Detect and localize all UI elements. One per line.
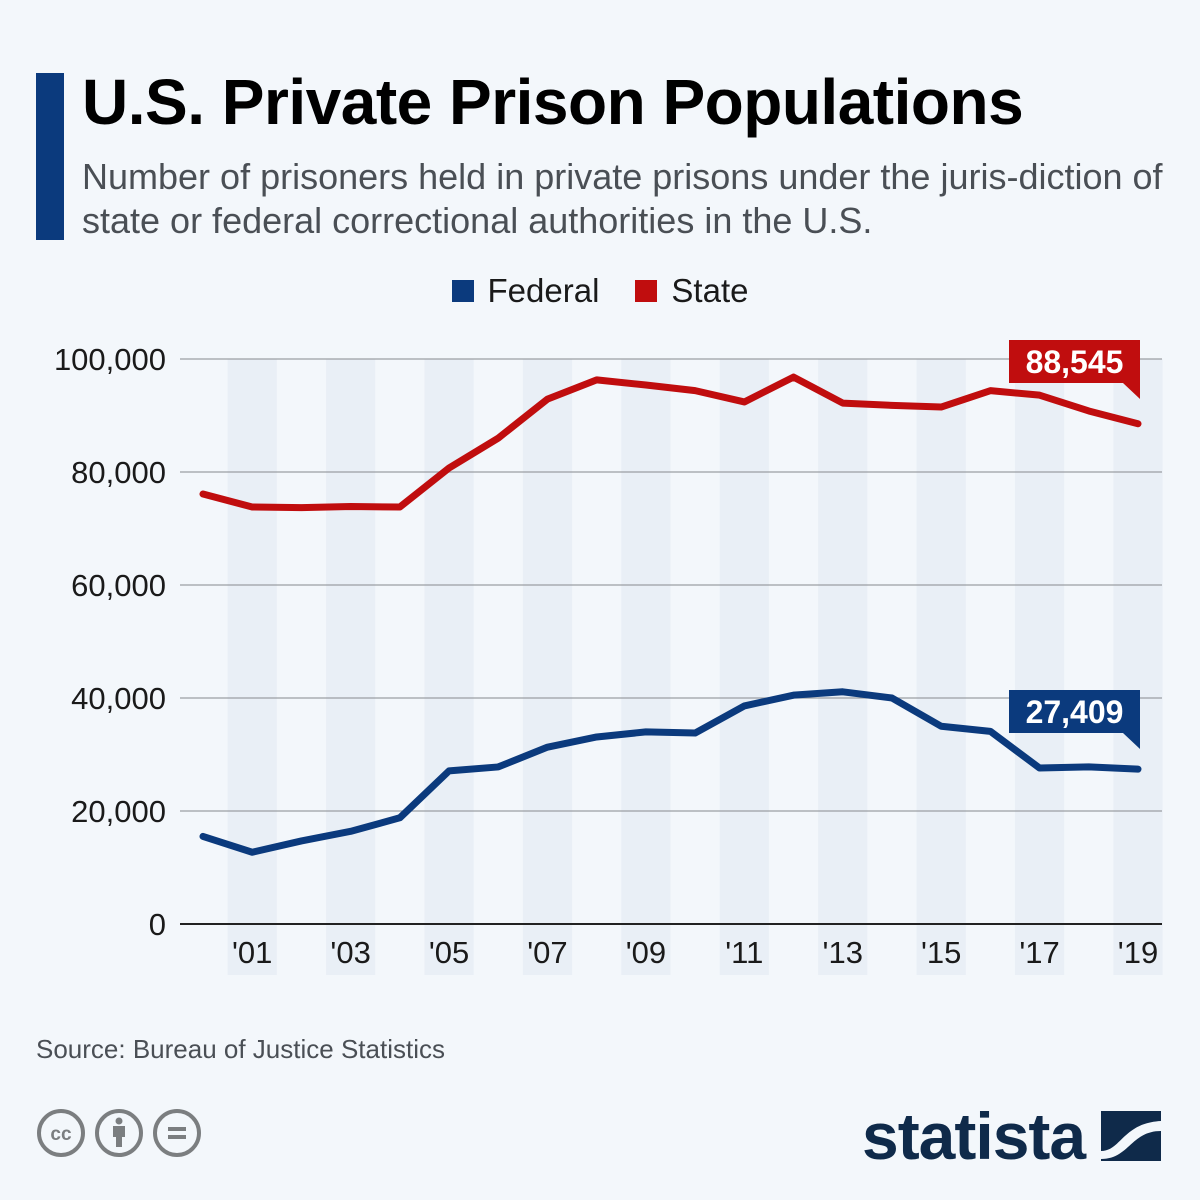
- x-tick-label: '09: [626, 935, 666, 970]
- end-label-box-state: [1009, 340, 1140, 399]
- series-line-state: [199, 373, 1142, 512]
- year-band: [1014, 359, 1065, 975]
- legend-label-federal: Federal: [487, 272, 600, 309]
- year-band: [424, 359, 474, 975]
- y-tick-label: 80,000: [71, 455, 166, 490]
- x-tick-label: '11: [725, 935, 763, 970]
- brand-name: statista: [862, 1099, 1086, 1173]
- legend-item-federal: Federal: [451, 272, 600, 310]
- source-note: Source: Bureau of Justice Statistics: [36, 1034, 445, 1064]
- year-band: [719, 359, 769, 975]
- x-tick-label: '13: [823, 935, 863, 970]
- end-label-federal: 27,409: [1026, 694, 1124, 730]
- legend-label-state: State: [671, 272, 749, 309]
- license-icons: cc: [36, 1108, 202, 1158]
- year-band: [227, 359, 277, 975]
- svg-text:cc: cc: [50, 1124, 72, 1145]
- legend-swatch-state: [635, 280, 658, 302]
- y-tick-label: 40,000: [71, 681, 166, 716]
- chart-title: U.S. Private Prison Populations: [82, 66, 1024, 138]
- cc-icon: cc: [37, 1109, 85, 1157]
- x-tick-label: '17: [1019, 935, 1059, 970]
- y-tick-label: 0: [149, 907, 166, 942]
- y-tick-label: 100,000: [54, 342, 166, 377]
- end-label-state: 88,545: [1026, 344, 1124, 380]
- x-tick-label: '19: [1118, 935, 1158, 970]
- no-derivatives-icon: [153, 1109, 201, 1157]
- line-chart: 0 20,000 40,000 60,000 80,000 100,000 '01 '03 '0…: [53, 340, 1163, 975]
- legend-item-state: State: [635, 272, 748, 310]
- x-tick-label: '01: [232, 935, 272, 970]
- x-tick-label: '07: [527, 935, 567, 970]
- title-accent-bar: [36, 73, 64, 240]
- y-tick-label: 20,000: [71, 794, 166, 829]
- x-tick-label: '15: [921, 935, 961, 970]
- legend-swatch-federal: [451, 280, 474, 302]
- year-band: [326, 359, 376, 975]
- year-band: [1113, 359, 1163, 975]
- x-tick-label: '05: [429, 935, 469, 970]
- year-band: [818, 359, 868, 975]
- legend: Federal State: [0, 272, 1200, 310]
- year-band: [522, 359, 573, 975]
- statista-logo: statista: [862, 1096, 1162, 1176]
- y-tick-label: 60,000: [71, 568, 166, 603]
- year-band: [621, 359, 671, 975]
- series-line-federal: [199, 688, 1142, 856]
- year-band: [916, 359, 966, 975]
- statista-logo-icon: [1101, 1111, 1162, 1161]
- attribution-icon: [95, 1109, 143, 1157]
- end-label-box-federal: [1009, 690, 1140, 749]
- chart-subtitle: Number of prisoners held in private pris…: [82, 156, 1163, 241]
- x-tick-label: '03: [330, 935, 370, 970]
